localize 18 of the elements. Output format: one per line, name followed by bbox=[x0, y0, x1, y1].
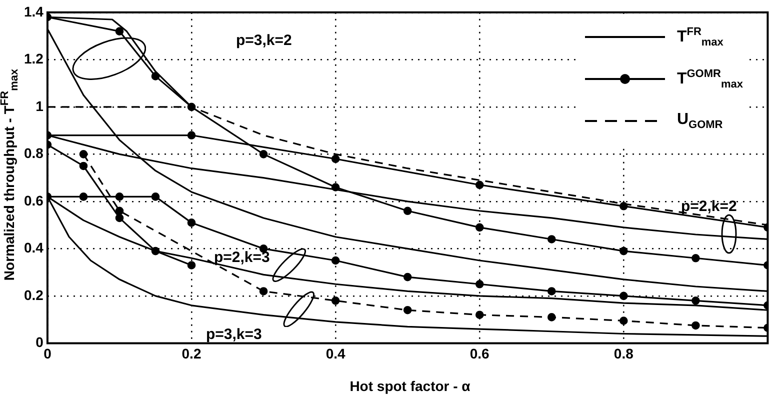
y-tick-label: 0.6 bbox=[24, 192, 44, 208]
annotation: p=3,k=2 bbox=[236, 32, 292, 49]
annotation: p=2,k=3 bbox=[214, 249, 270, 266]
y-tick-label: 0 bbox=[36, 334, 44, 350]
y-tick-label: 0.8 bbox=[24, 145, 44, 162]
y-tick-label: 1.2 bbox=[24, 50, 44, 67]
x-axis-title: Hot spot factor - α bbox=[348, 378, 472, 394]
x-tick-label: 0.6 bbox=[470, 345, 490, 362]
x-tick-label: 0.2 bbox=[182, 345, 202, 362]
annotation: p=3,k=3 bbox=[206, 326, 262, 343]
annotation: p=2,k=2 bbox=[681, 198, 737, 215]
y-tick-label: 1.4 bbox=[24, 3, 44, 20]
legend-label: U$_{GOMR}$ bbox=[676, 110, 723, 132]
y-tick-label: 1 bbox=[36, 98, 44, 114]
x-tick-label: 0.4 bbox=[326, 345, 346, 362]
y-tick-label: 0.4 bbox=[24, 240, 44, 256]
x-tick-label: 0.8 bbox=[614, 345, 634, 362]
y-tick-label: 0.2 bbox=[24, 286, 44, 303]
